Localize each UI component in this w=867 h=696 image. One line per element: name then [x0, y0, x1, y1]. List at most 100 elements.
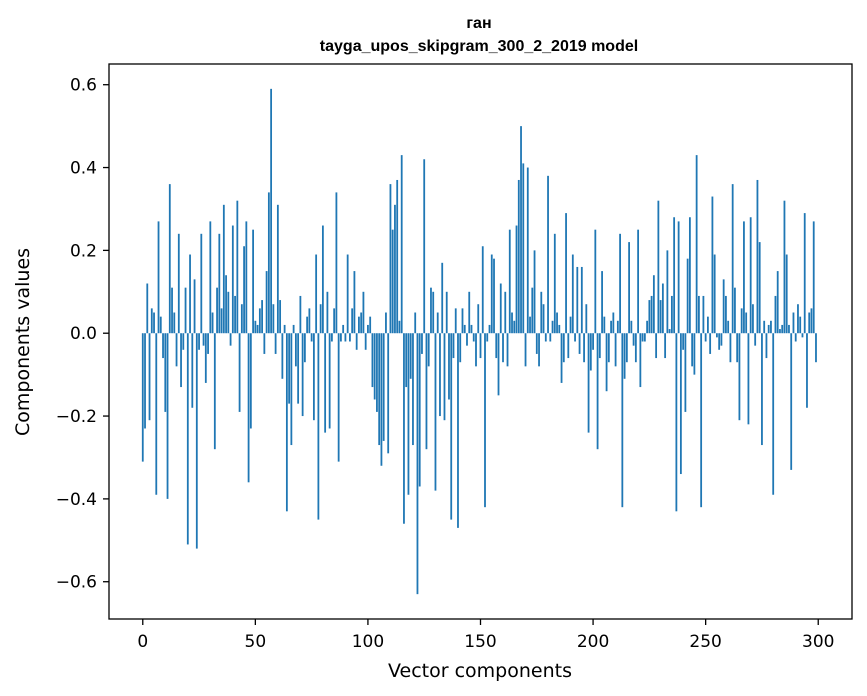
bar-70 [299, 295, 302, 334]
bar-1 [144, 333, 146, 429]
bar-263 [734, 287, 736, 334]
bar-106 [380, 333, 383, 466]
bar-132 [439, 333, 441, 417]
y-axis-label: Components values [12, 248, 34, 436]
bar-181 [549, 333, 552, 342]
bar-290 [794, 333, 797, 342]
x-tick-label: 300 [802, 632, 834, 652]
bar-252 [709, 333, 712, 354]
bar-167 [517, 179, 520, 334]
bar-55 [265, 271, 268, 334]
bar-170 [524, 333, 527, 367]
bar-127 [427, 333, 430, 367]
bar-47 [247, 333, 250, 483]
bar-0 [141, 333, 144, 462]
bar-109 [387, 333, 390, 454]
bar-13 [171, 287, 173, 334]
bar-189 [567, 333, 570, 359]
bar-166 [515, 225, 518, 334]
bar-98 [362, 291, 365, 334]
bar-190 [569, 316, 572, 334]
bar-280 [772, 333, 775, 495]
bar-233 [666, 250, 669, 334]
bar-26 [200, 233, 203, 334]
bar-31 [211, 312, 214, 334]
bar-11 [166, 333, 169, 499]
bar-234 [668, 329, 671, 334]
bar-276 [763, 320, 766, 334]
bar-56 [267, 192, 270, 334]
bar-17 [180, 333, 182, 388]
bar-212 [619, 233, 621, 334]
bar-139 [454, 308, 457, 334]
bar-219 [634, 333, 637, 363]
bar-61 [279, 300, 282, 334]
bar-82 [326, 291, 329, 334]
y-tick-label: 0.0 [70, 324, 97, 344]
bar-133 [441, 262, 444, 334]
bar-299 [815, 333, 817, 363]
bar-256 [718, 333, 721, 350]
bar-117 [405, 333, 408, 388]
bar-series [141, 88, 817, 595]
bar-22 [191, 333, 194, 408]
bar-164 [511, 312, 513, 334]
bar-283 [779, 329, 781, 334]
bar-43 [238, 333, 241, 412]
bar-124 [421, 333, 423, 354]
bar-179 [544, 333, 547, 342]
bar-81 [324, 333, 327, 433]
bar-223 [643, 333, 646, 342]
bar-231 [661, 283, 664, 334]
bar-248 [700, 333, 703, 508]
bar-264 [736, 333, 739, 363]
bar-253 [711, 196, 714, 334]
bar-57 [270, 88, 273, 334]
bar-173 [531, 287, 534, 334]
bar-23 [193, 279, 196, 334]
bar-240 [682, 333, 685, 350]
chart-title: ган [466, 15, 491, 32]
bar-141 [459, 333, 462, 363]
bar-285 [783, 200, 786, 334]
bar-87 [337, 333, 340, 462]
bar-267 [743, 221, 745, 334]
bar-150 [479, 333, 482, 359]
bar-192 [574, 333, 576, 342]
bar-218 [632, 333, 635, 346]
bar-200 [592, 333, 594, 350]
bar-274 [758, 242, 761, 334]
bar-143 [463, 324, 466, 334]
bar-79 [319, 304, 322, 334]
bar-195 [580, 266, 583, 334]
bar-14 [173, 312, 176, 334]
bar-247 [698, 295, 700, 334]
bar-202 [596, 333, 599, 450]
bar-238 [677, 221, 680, 334]
bar-284 [781, 324, 784, 334]
bar-162 [506, 333, 509, 367]
bar-250 [704, 333, 707, 342]
bar-113 [396, 179, 399, 334]
bar-44 [240, 304, 243, 334]
bar-21 [189, 254, 191, 334]
bar-165 [513, 320, 516, 334]
bar-243 [688, 217, 691, 334]
bar-68 [294, 333, 297, 367]
bar-245 [693, 333, 696, 375]
bar-171 [526, 167, 529, 334]
bar-101 [369, 316, 372, 334]
bar-191 [571, 254, 574, 334]
bar-182 [551, 320, 554, 334]
bar-198 [587, 333, 590, 433]
bar-172 [529, 316, 531, 334]
bar-122 [416, 333, 419, 595]
bar-29 [207, 333, 209, 354]
bar-297 [810, 308, 813, 334]
bar-15 [175, 333, 178, 367]
bar-120 [412, 333, 414, 446]
bar-10 [164, 333, 167, 412]
bar-45 [243, 246, 245, 334]
bar-194 [578, 333, 581, 354]
bar-89 [342, 324, 345, 334]
